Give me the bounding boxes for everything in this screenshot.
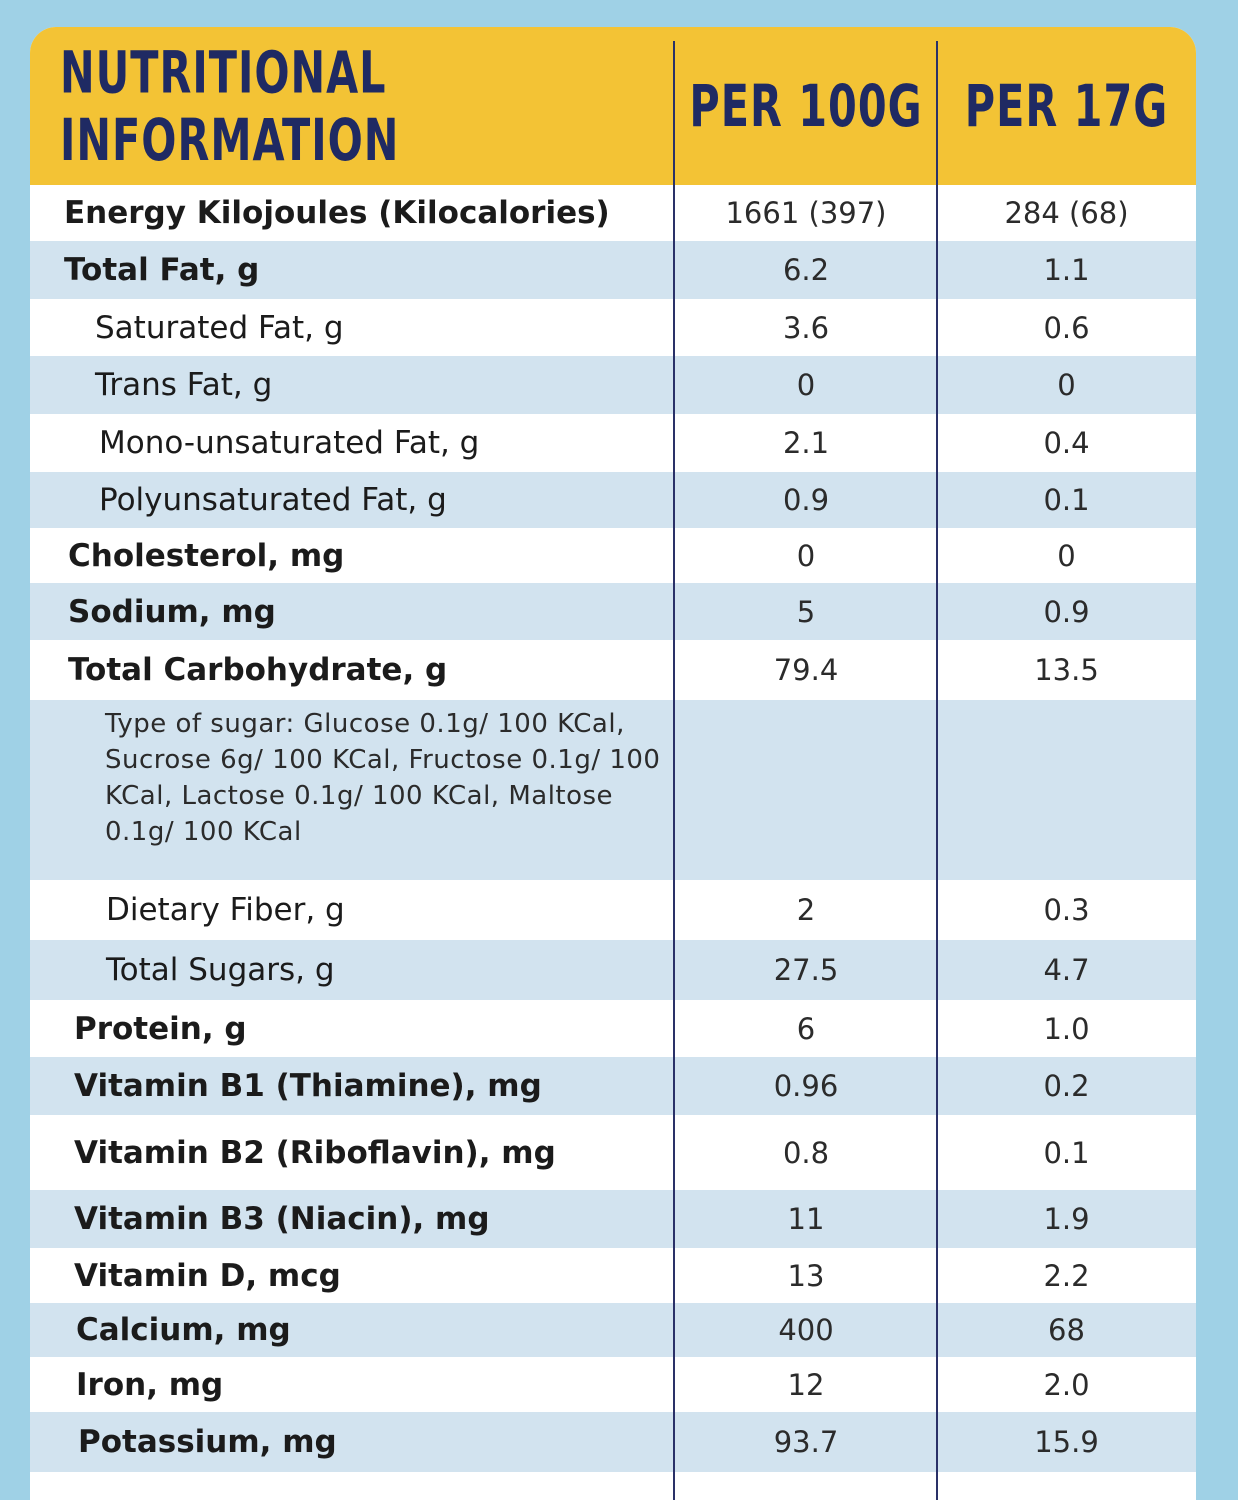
- value-per-17g: 0.2: [1043, 1069, 1090, 1103]
- table-row: Total Fat, g 6.2 1.1: [30, 241, 1196, 299]
- value-per-17g: 2.0: [1043, 1367, 1090, 1402]
- row-label: Potassium, mg: [78, 1424, 337, 1460]
- table-row: Iron, mg 12 2.0: [30, 1357, 1196, 1412]
- value-per-17g: 68: [1048, 1313, 1085, 1347]
- value-per-17g: 13.5: [1034, 653, 1099, 687]
- row-label: Saturated Fat, g: [95, 309, 344, 346]
- value-per-17g: 1.9: [1043, 1202, 1090, 1236]
- column-header-per-17g: PER 17G: [964, 72, 1169, 140]
- table-row: Sodium, mg 5 0.9: [30, 583, 1196, 640]
- table-row: Saturated Fat, g 3.6 0.6: [30, 299, 1196, 356]
- value-per-17g: 15.9: [1034, 1425, 1099, 1459]
- table-title: NUTRITIONAL INFORMATION: [60, 38, 400, 174]
- value-per-100g: 5: [796, 594, 816, 629]
- value-per-17g: 0.6: [1043, 310, 1090, 345]
- row-label: Sodium, mg: [68, 593, 276, 630]
- row-label: Polyunsaturated Fat, g: [99, 482, 447, 518]
- row-label: Calcium, mg: [76, 1312, 291, 1348]
- table-row: Total Sugars, g 27.5 4.7: [30, 940, 1196, 1000]
- row-label: Iron, mg: [76, 1366, 224, 1403]
- value-per-17g: 284 (68): [1004, 196, 1129, 230]
- table-row: Potassium, mg 93.7 15.9: [30, 1412, 1196, 1472]
- value-per-100g: 93.7: [773, 1425, 839, 1459]
- table-row: Dietary Fiber, g 2 0.3: [30, 880, 1196, 940]
- row-label: Vitamin B3 (Niacin), mg: [74, 1201, 490, 1237]
- table-row-sugar-types: Type of sugar: Glucose 0.1g/ 100 KCal, S…: [30, 700, 1196, 880]
- value-per-17g: 2.2: [1043, 1258, 1090, 1293]
- value-per-17g: 0.4: [1043, 426, 1090, 460]
- table-row: Vitamin B3 (Niacin), mg 11 1.9: [30, 1190, 1196, 1248]
- column-header-per-100g: PER 100G: [689, 72, 923, 140]
- value-per-100g: 6.2: [782, 253, 830, 287]
- row-label: Energy Kilojoules (Kilocalories): [64, 195, 610, 231]
- table-row: Vitamin B2 (Riboflavin), mg 0.8 0.1: [30, 1115, 1196, 1190]
- table-row: Total Carbohydrate, g 79.4 13.5: [30, 640, 1196, 700]
- value-per-100g: 6: [796, 1011, 816, 1046]
- value-per-100g: 0.9: [782, 483, 830, 517]
- column-divider: [673, 41, 675, 1500]
- value-per-100g: 79.4: [773, 653, 839, 687]
- row-label: Dietary Fiber, g: [106, 892, 345, 928]
- value-per-100g: 0: [796, 368, 816, 402]
- table-row: Trans Fat, g 0 0: [30, 356, 1196, 414]
- row-label: Trans Fat, g: [95, 367, 273, 403]
- value-per-17g: 0.9: [1043, 594, 1090, 629]
- table-row: Mono-unsaturated Fat, g 2.1 0.4: [30, 414, 1196, 472]
- table-row: Cholesterol, mg 0 0: [30, 528, 1196, 583]
- value-per-17g: 1.0: [1043, 1011, 1090, 1046]
- sugar-types-note: Type of sugar: Glucose 0.1g/ 100 KCal, S…: [105, 709, 661, 847]
- row-label: Total Carbohydrate, g: [68, 652, 448, 688]
- table-header: NUTRITIONAL INFORMATION PER 100G PER 17G: [30, 27, 1196, 185]
- row-label: Total Fat, g: [64, 252, 260, 288]
- value-per-100g: 11: [787, 1202, 825, 1236]
- value-per-17g: 4.7: [1043, 953, 1090, 987]
- value-per-17g: 0.3: [1043, 893, 1090, 927]
- value-per-100g: 0.8: [782, 1135, 830, 1170]
- value-per-100g: 13: [787, 1258, 825, 1293]
- table-row: Vitamin B1 (Thiamine), mg 0.96 0.2: [30, 1057, 1196, 1115]
- value-per-100g: 2.1: [782, 426, 830, 460]
- row-label: Vitamin D, mcg: [74, 1257, 341, 1294]
- value-per-17g: 0: [1057, 538, 1076, 573]
- table-row: Calcium, mg 400 68: [30, 1303, 1196, 1357]
- value-per-17g: 1.1: [1043, 253, 1090, 287]
- value-per-100g: 1661 (397): [725, 196, 887, 230]
- value-per-100g: 400: [778, 1313, 834, 1347]
- table-row: Protein, g 6 1.0: [30, 1000, 1196, 1057]
- table-row: Vitamin D, mcg 13 2.2: [30, 1248, 1196, 1303]
- row-label: Total Sugars, g: [106, 952, 335, 988]
- row-label: Protein, g: [74, 1010, 247, 1047]
- value-per-17g: 0: [1057, 368, 1076, 402]
- value-per-100g: 2: [796, 893, 816, 927]
- value-per-100g: 12: [787, 1367, 825, 1402]
- value-per-17g: 0.1: [1043, 1135, 1090, 1170]
- row-label: Vitamin B2 (Riboflavin), mg: [74, 1134, 556, 1171]
- row-label: Mono-unsaturated Fat, g: [99, 425, 480, 461]
- value-per-100g: 0.96: [773, 1069, 839, 1103]
- row-label: Cholesterol, mg: [68, 537, 345, 574]
- nutrition-panel: NUTRITIONAL INFORMATION PER 100G PER 17G…: [30, 27, 1196, 1500]
- value-per-100g: 3.6: [782, 310, 830, 345]
- value-per-100g: 0: [796, 538, 816, 573]
- value-per-100g: 27.5: [773, 953, 839, 987]
- row-label: Vitamin B1 (Thiamine), mg: [74, 1068, 542, 1104]
- column-divider: [936, 41, 938, 1500]
- table-row: Polyunsaturated Fat, g 0.9 0.1: [30, 472, 1196, 528]
- value-per-17g: 0.1: [1043, 483, 1090, 517]
- table-row: Energy Kilojoules (Kilocalories) 1661 (3…: [30, 185, 1196, 241]
